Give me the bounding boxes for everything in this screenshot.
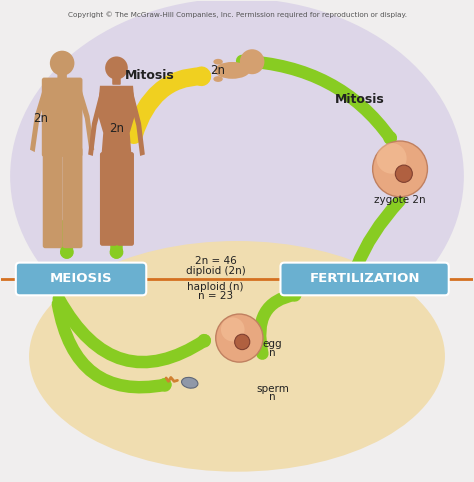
Polygon shape: [128, 92, 145, 156]
Text: 2n: 2n: [210, 64, 226, 77]
Ellipse shape: [213, 59, 223, 65]
Text: sperm: sperm: [256, 384, 289, 393]
FancyBboxPatch shape: [112, 72, 121, 85]
Text: zygote 2n: zygote 2n: [374, 195, 426, 205]
Text: n: n: [269, 348, 276, 358]
FancyBboxPatch shape: [100, 152, 118, 246]
FancyBboxPatch shape: [42, 78, 82, 157]
Text: egg: egg: [263, 339, 282, 349]
Text: Mitosis: Mitosis: [125, 69, 174, 81]
Text: 2n: 2n: [109, 121, 124, 134]
Circle shape: [240, 49, 264, 74]
Circle shape: [221, 318, 245, 341]
FancyBboxPatch shape: [16, 263, 146, 295]
Text: FERTILIZATION: FERTILIZATION: [310, 272, 420, 285]
Text: MEIOSIS: MEIOSIS: [50, 272, 112, 285]
FancyBboxPatch shape: [43, 147, 63, 248]
Text: n: n: [269, 392, 276, 402]
Text: Copyright © The McGraw-Hill Companies, Inc. Permission required for reproduction: Copyright © The McGraw-Hill Companies, I…: [67, 11, 407, 18]
Circle shape: [395, 165, 412, 182]
Text: haploid (n): haploid (n): [188, 281, 244, 292]
Ellipse shape: [213, 76, 223, 82]
Text: diploid (2n): diploid (2n): [186, 266, 246, 276]
Circle shape: [235, 334, 250, 349]
Polygon shape: [30, 85, 49, 152]
Ellipse shape: [182, 377, 198, 388]
Ellipse shape: [29, 241, 445, 472]
Ellipse shape: [10, 0, 464, 354]
Circle shape: [216, 314, 263, 362]
Text: n = 23: n = 23: [198, 291, 233, 301]
FancyBboxPatch shape: [117, 152, 134, 246]
Ellipse shape: [215, 62, 250, 79]
Polygon shape: [98, 86, 136, 157]
Text: 2n = 46: 2n = 46: [195, 256, 237, 266]
Circle shape: [376, 143, 407, 174]
Text: Mitosis: Mitosis: [335, 93, 385, 106]
FancyBboxPatch shape: [281, 263, 449, 295]
Polygon shape: [75, 85, 94, 152]
Circle shape: [50, 51, 74, 76]
Polygon shape: [88, 92, 105, 156]
FancyBboxPatch shape: [63, 147, 82, 248]
FancyBboxPatch shape: [57, 67, 67, 81]
Text: 2n: 2n: [33, 112, 48, 125]
Circle shape: [373, 141, 428, 197]
Circle shape: [105, 56, 128, 80]
